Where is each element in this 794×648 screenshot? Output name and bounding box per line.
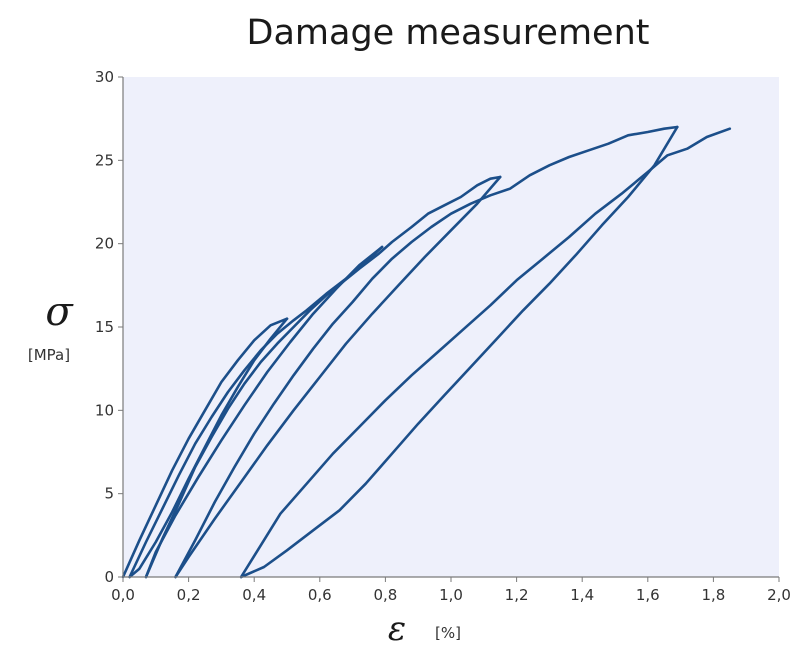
y-tick-label: 30 <box>95 68 114 86</box>
x-tick-label: 0,0 <box>111 586 135 604</box>
x-tick-label: 1,4 <box>570 586 594 604</box>
y-tick-label: 10 <box>95 401 114 419</box>
y-tick-label: 15 <box>95 318 114 336</box>
x-tick-label: 0,8 <box>373 586 397 604</box>
x-tick-label: 1,8 <box>701 586 725 604</box>
x-tick-label: 2,0 <box>767 586 791 604</box>
x-tick-label: 1,0 <box>439 586 463 604</box>
y-tick-label: 20 <box>95 235 114 253</box>
y-axis-symbol: σ <box>45 289 74 335</box>
x-tick-label: 0,6 <box>308 586 332 604</box>
x-axis-symbol: ε <box>388 609 406 648</box>
series-line-6 <box>174 175 502 579</box>
y-tick-label: 25 <box>95 151 114 169</box>
series-line-1 <box>121 317 289 579</box>
x-tick-label: 0,2 <box>177 586 201 604</box>
axis-layer: 0,0 0,2 0,4 0,6 0,8 1,0 1,2 1,4 1,6 1,8 2,0 0 5 10 15 2… <box>95 68 791 604</box>
series-line-5 <box>144 175 502 579</box>
y-tick-label: 5 <box>104 485 114 503</box>
series-layer <box>121 125 732 579</box>
series-line-7 <box>174 125 679 579</box>
series-line-8 <box>239 125 679 579</box>
x-tick-label: 0,4 <box>242 586 266 604</box>
y-tick-label: 0 <box>104 568 114 586</box>
x-tick-label: 1,6 <box>636 586 660 604</box>
chart-title: Damage measurement <box>247 13 650 53</box>
series-line-9 <box>239 127 732 579</box>
x-tick-label: 1,2 <box>505 586 529 604</box>
x-axis-unit: [%] <box>435 624 461 642</box>
y-axis-unit: [MPa] <box>28 346 70 364</box>
